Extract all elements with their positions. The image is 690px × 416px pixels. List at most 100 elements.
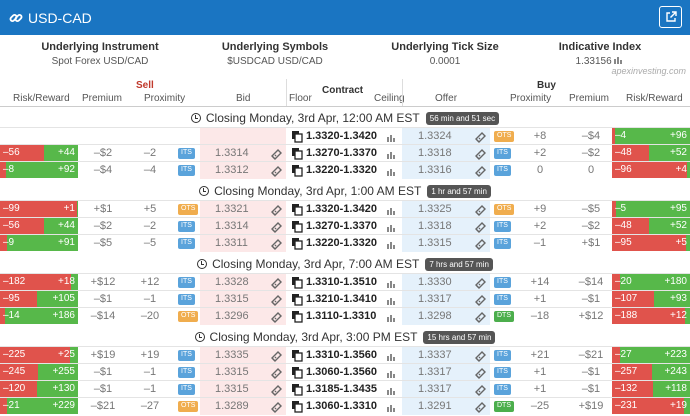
contract-range[interactable]: 1.3185-1.3435 bbox=[306, 383, 377, 395]
copy-icon[interactable] bbox=[292, 350, 303, 365]
bid-price[interactable]: 1.3335 bbox=[215, 349, 249, 361]
bid-price[interactable]: 1.3315 bbox=[215, 383, 249, 395]
offer-price[interactable]: 1.3317 bbox=[418, 366, 452, 378]
bar-chart-icon[interactable] bbox=[387, 313, 397, 325]
bid-price[interactable]: 1.3296 bbox=[215, 310, 249, 322]
buy-risk-reward-bar[interactable]: –132 +118 bbox=[612, 381, 690, 397]
contract-range[interactable]: 1.3310-1.3510 bbox=[306, 276, 377, 288]
buy-risk-reward-bar[interactable]: –257 +243 bbox=[612, 364, 690, 380]
contract-range[interactable]: 1.3110-1.3310 bbox=[306, 310, 377, 322]
proximity-sell-header[interactable]: Proximity bbox=[144, 93, 186, 104]
bid-price[interactable]: 1.3314 bbox=[215, 147, 249, 159]
copy-icon[interactable] bbox=[292, 131, 303, 146]
floor-header[interactable]: Floor bbox=[289, 93, 312, 104]
premium-sell-header[interactable]: Premium bbox=[82, 93, 123, 104]
copy-icon[interactable] bbox=[292, 401, 303, 416]
contract-header[interactable]: Contract bbox=[322, 85, 364, 96]
bid-price[interactable]: 1.3315 bbox=[215, 366, 249, 378]
bid-price[interactable]: 1.3314 bbox=[215, 220, 249, 232]
offer-price[interactable]: 1.3330 bbox=[418, 276, 452, 288]
copy-icon[interactable] bbox=[292, 204, 303, 219]
sell-risk-reward-bar[interactable]: –245 +255 bbox=[0, 364, 78, 380]
sell-ticket-icon[interactable] bbox=[270, 204, 283, 220]
offer-price[interactable]: 1.3317 bbox=[418, 383, 452, 395]
sell-risk-reward-bar[interactable]: –99 +1 bbox=[0, 201, 78, 217]
bid-price[interactable]: 1.3312 bbox=[215, 164, 249, 176]
sell-risk-reward-bar[interactable]: –120 +130 bbox=[0, 381, 78, 397]
proximity-buy-header[interactable]: Proximity bbox=[510, 93, 552, 104]
offer-header[interactable]: Offer bbox=[435, 93, 458, 104]
risk-reward-sell-header[interactable]: Risk/Reward bbox=[13, 93, 70, 104]
contract-range[interactable]: 1.3060-1.3310 bbox=[306, 400, 377, 412]
buy-ticket-icon[interactable] bbox=[474, 401, 487, 416]
sell-ticket-icon[interactable] bbox=[270, 238, 283, 254]
buy-risk-reward-bar[interactable]: –4 +96 bbox=[612, 128, 690, 144]
bar-chart-icon[interactable] bbox=[387, 386, 397, 398]
bid-price[interactable]: 1.3315 bbox=[215, 293, 249, 305]
buy-ticket-icon[interactable] bbox=[474, 238, 487, 254]
offer-price[interactable]: 1.3291 bbox=[418, 400, 452, 412]
contract-range[interactable]: 1.3060-1.3560 bbox=[306, 366, 377, 378]
copy-icon[interactable] bbox=[292, 148, 303, 163]
buy-ticket-icon[interactable] bbox=[474, 204, 487, 220]
buy-ticket-icon[interactable] bbox=[474, 148, 487, 164]
offer-price[interactable]: 1.3325 bbox=[418, 203, 452, 215]
sell-ticket-icon[interactable] bbox=[270, 148, 283, 164]
offer-price[interactable]: 1.3298 bbox=[418, 310, 452, 322]
buy-ticket-icon[interactable] bbox=[474, 311, 487, 327]
sell-risk-reward-bar[interactable]: –21 +229 bbox=[0, 398, 78, 414]
ceiling-header[interactable]: Ceiling bbox=[374, 93, 405, 104]
sell-ticket-icon[interactable] bbox=[270, 221, 283, 237]
contract-range[interactable]: 1.3320-1.3420 bbox=[306, 203, 377, 215]
offer-price[interactable]: 1.3317 bbox=[418, 293, 452, 305]
copy-icon[interactable] bbox=[292, 311, 303, 326]
contract-range[interactable]: 1.3320-1.3420 bbox=[306, 130, 377, 142]
copy-icon[interactable] bbox=[292, 294, 303, 309]
bar-chart-icon[interactable] bbox=[387, 403, 397, 415]
buy-ticket-icon[interactable] bbox=[474, 350, 487, 366]
offer-price[interactable]: 1.3337 bbox=[418, 349, 452, 361]
bar-chart-icon[interactable] bbox=[387, 133, 397, 145]
bar-chart-icon[interactable] bbox=[387, 296, 397, 308]
bar-chart-icon[interactable] bbox=[387, 369, 397, 381]
bid-price[interactable]: 1.3328 bbox=[215, 276, 249, 288]
bar-chart-icon[interactable] bbox=[387, 167, 397, 179]
risk-reward-buy-header[interactable]: Risk/Reward bbox=[626, 93, 683, 104]
sell-ticket-icon[interactable] bbox=[270, 384, 283, 400]
sell-ticket-icon[interactable] bbox=[270, 401, 283, 416]
contract-range[interactable]: 1.3220-1.3320 bbox=[306, 237, 377, 249]
sell-risk-reward-bar[interactable]: –8 +92 bbox=[0, 162, 78, 178]
sell-risk-reward-bar[interactable]: –56 +44 bbox=[0, 218, 78, 234]
buy-ticket-icon[interactable] bbox=[474, 294, 487, 310]
bid-header[interactable]: Bid bbox=[236, 93, 251, 104]
sell-risk-reward-bar[interactable]: –182 +18 bbox=[0, 274, 78, 290]
sell-ticket-icon[interactable] bbox=[270, 350, 283, 366]
sell-risk-reward-bar[interactable]: –56 +44 bbox=[0, 145, 78, 161]
buy-ticket-icon[interactable] bbox=[474, 221, 487, 237]
sell-risk-reward-bar[interactable]: –95 +105 bbox=[0, 291, 78, 307]
bar-chart-icon[interactable] bbox=[387, 150, 397, 162]
contract-range[interactable]: 1.3310-1.3560 bbox=[306, 349, 377, 361]
offer-price[interactable]: 1.3318 bbox=[418, 147, 452, 159]
buy-risk-reward-bar[interactable]: –107 +93 bbox=[612, 291, 690, 307]
offer-price[interactable]: 1.3324 bbox=[418, 130, 452, 142]
sell-risk-reward-bar[interactable]: –225 +25 bbox=[0, 347, 78, 363]
bar-chart-icon[interactable] bbox=[387, 352, 397, 364]
buy-risk-reward-bar[interactable]: –231 +19 bbox=[612, 398, 690, 414]
sell-ticket-icon[interactable] bbox=[270, 165, 283, 181]
sell-ticket-icon[interactable] bbox=[270, 277, 283, 293]
buy-risk-reward-bar[interactable]: –95 +5 bbox=[612, 235, 690, 251]
offer-price[interactable]: 1.3316 bbox=[418, 164, 452, 176]
contract-range[interactable]: 1.3220-1.3320 bbox=[306, 164, 377, 176]
copy-icon[interactable] bbox=[292, 277, 303, 292]
contract-range[interactable]: 1.3270-1.3370 bbox=[306, 147, 377, 159]
bid-price[interactable]: 1.3289 bbox=[215, 400, 249, 412]
bar-chart-icon[interactable] bbox=[387, 279, 397, 291]
buy-risk-reward-bar[interactable]: –188 +12 bbox=[612, 308, 690, 324]
bar-chart-icon[interactable] bbox=[387, 240, 397, 252]
buy-ticket-icon[interactable] bbox=[474, 384, 487, 400]
contract-range[interactable]: 1.3210-1.3410 bbox=[306, 293, 377, 305]
contract-range[interactable]: 1.3270-1.3370 bbox=[306, 220, 377, 232]
copy-icon[interactable] bbox=[292, 221, 303, 236]
copy-icon[interactable] bbox=[292, 367, 303, 382]
